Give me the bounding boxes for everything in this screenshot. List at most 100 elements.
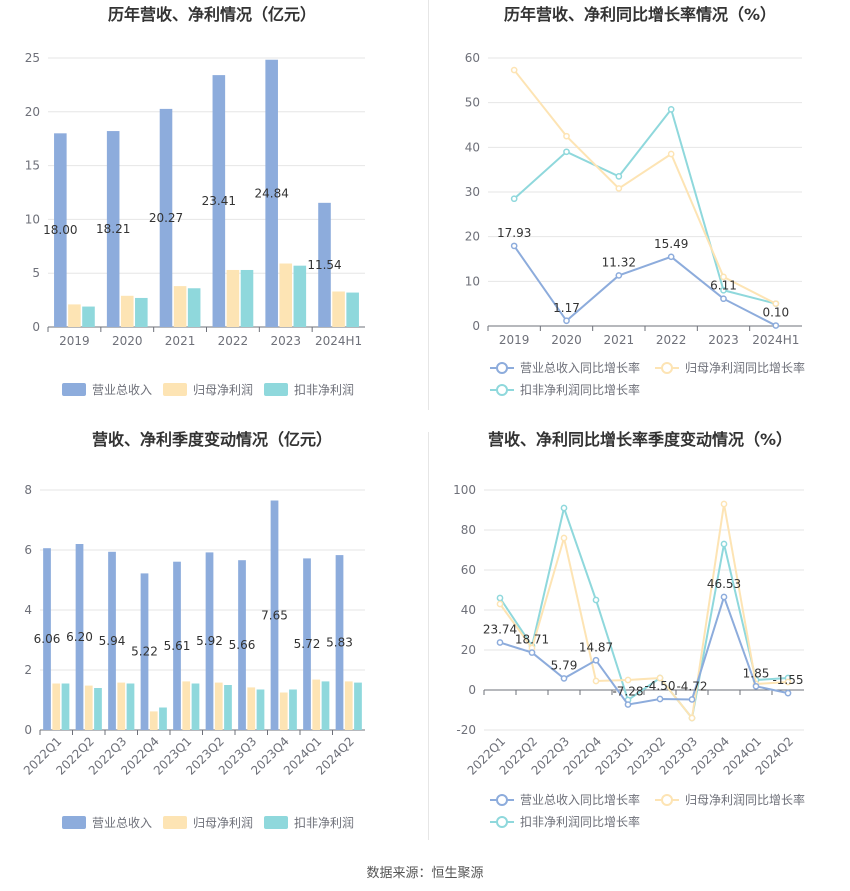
- bar-net-profit: [332, 291, 345, 327]
- data-label: 23.74: [483, 623, 517, 637]
- point-deducted-profit: [496, 594, 504, 602]
- line-net-profit: [513, 69, 777, 305]
- x-tick-label: 2020: [551, 333, 582, 347]
- point-revenue: [656, 695, 664, 703]
- data-label: -4.72: [676, 679, 707, 693]
- point-net-profit: [563, 132, 570, 140]
- point-deducted-profit: [720, 286, 727, 294]
- bar-deducted-profit: [240, 269, 254, 327]
- annual-revenue-profit-chart: 历年营收、净利情况（亿元） 0 5 10 15 20 25 2019 2020 2021 2022 2…: [25, 5, 365, 397]
- point-revenue: [563, 317, 570, 325]
- data-label: 5.22: [131, 645, 158, 659]
- y-tick-label: -20: [456, 723, 476, 737]
- y-tick-label: 60: [461, 563, 476, 577]
- y-tick-label: 60: [465, 51, 480, 65]
- bar-deducted-profit: [94, 688, 102, 730]
- chart-title: 历年营收、净利同比增长率情况（%）: [504, 5, 776, 24]
- bar-net-profit: [279, 263, 293, 327]
- legend-marker-net-profit: [661, 362, 673, 374]
- data-label: 1.17: [553, 301, 580, 315]
- x-tick-label: 2022: [656, 333, 687, 347]
- legend-label: 扣非净利润: [294, 816, 354, 830]
- point-revenue: [784, 689, 792, 697]
- y-tick-label: 40: [465, 140, 480, 154]
- point-net-profit: [784, 678, 792, 686]
- bar-net-profit: [68, 304, 81, 327]
- legend-label: 扣非净利润同比增长率: [520, 814, 640, 829]
- x-tick-label: 2021: [604, 333, 635, 347]
- bar-net-profit: [52, 683, 61, 730]
- y-tick-label: 10: [465, 274, 480, 288]
- bar-revenue: [54, 133, 67, 327]
- legend-label: 营业总收入: [92, 383, 152, 397]
- data-label: 5.72: [294, 637, 321, 651]
- bar-net-profit: [84, 685, 93, 730]
- bar-deducted-profit: [321, 681, 330, 730]
- bar-net-profit: [117, 682, 126, 730]
- legend-marker-deducted-profit: [496, 384, 508, 396]
- data-label: 24.84: [254, 186, 288, 200]
- y-tick-label: 20: [461, 643, 476, 657]
- y-tick-label: 10: [25, 212, 40, 226]
- y-tick-label: 20: [465, 230, 480, 244]
- point-revenue: [510, 242, 518, 250]
- point-revenue: [667, 253, 675, 261]
- x-tick-label: 2023: [270, 334, 301, 348]
- point-revenue: [496, 639, 504, 646]
- bar-revenue: [108, 551, 116, 730]
- x-tick-label: 2021: [165, 334, 196, 348]
- legend-marker-net-profit: [661, 794, 673, 806]
- legend-swatch-net-profit: [163, 816, 187, 829]
- x-tick-label: 2020: [112, 334, 143, 348]
- x-tick-label: 2019: [499, 333, 530, 347]
- bar-revenue: [318, 202, 331, 327]
- y-tick-label: 80: [461, 523, 476, 537]
- bar-net-profit: [120, 295, 134, 327]
- point-deducted-profit: [615, 173, 623, 180]
- legend-label: 归母净利润同比增长率: [685, 360, 805, 375]
- bar-deducted-profit: [354, 682, 362, 730]
- bar-deducted-profit: [187, 288, 201, 327]
- bar-net-profit: [279, 692, 288, 730]
- line-deducted-profit: [499, 504, 789, 721]
- bar-net-profit: [226, 269, 240, 327]
- line-revenue: [513, 245, 777, 327]
- data-label: 17.93: [497, 226, 531, 240]
- data-label: 20.27: [149, 211, 183, 225]
- bar-deducted-profit: [224, 685, 232, 730]
- point-deducted-profit: [563, 148, 570, 156]
- data-label: 14.87: [579, 640, 613, 654]
- point-revenue: [772, 322, 780, 329]
- quarterly-growth-chart: 营收、净利同比增长率季度变动情况（%）-200204060801002022Q1…: [453, 430, 805, 829]
- bar-deducted-profit: [256, 689, 265, 730]
- data-label: 5.61: [164, 639, 191, 653]
- bar-revenue: [238, 560, 246, 730]
- y-tick-label: 25: [25, 51, 40, 65]
- point-net-profit: [720, 273, 727, 281]
- y-tick-label: 8: [24, 483, 32, 497]
- y-tick-label: 50: [465, 96, 480, 110]
- data-label: 11.32: [602, 255, 636, 269]
- point-net-profit: [656, 674, 664, 682]
- bar-revenue: [43, 548, 51, 730]
- legend-swatch-revenue: [62, 816, 86, 829]
- bar-net-profit: [214, 682, 223, 730]
- y-tick-label: 40: [461, 603, 476, 617]
- x-tick-label: 2022: [218, 334, 249, 348]
- legend-label: 扣非净利润同比增长率: [520, 382, 640, 397]
- point-net-profit: [624, 676, 632, 684]
- data-label: -1.55: [772, 673, 803, 687]
- legend-label: 归母净利润同比增长率: [685, 792, 805, 807]
- data-label: 6.06: [34, 632, 61, 646]
- annual-growth-chart: 历年营收、净利同比增长率情况（%） 0 10 20 30 40 50 60 2019 2020 20…: [465, 5, 805, 397]
- y-tick-label: 100: [453, 483, 476, 497]
- point-net-profit: [496, 600, 504, 608]
- legend-swatch-deducted-profit: [264, 383, 288, 396]
- bar-revenue: [270, 500, 279, 730]
- legend-swatch-net-profit: [163, 383, 187, 396]
- point-revenue: [720, 295, 727, 303]
- data-label: 46.53: [707, 577, 741, 591]
- y-tick-label: 0: [24, 723, 32, 737]
- x-tick-label: 2024H1: [752, 333, 799, 347]
- point-net-profit: [592, 677, 600, 685]
